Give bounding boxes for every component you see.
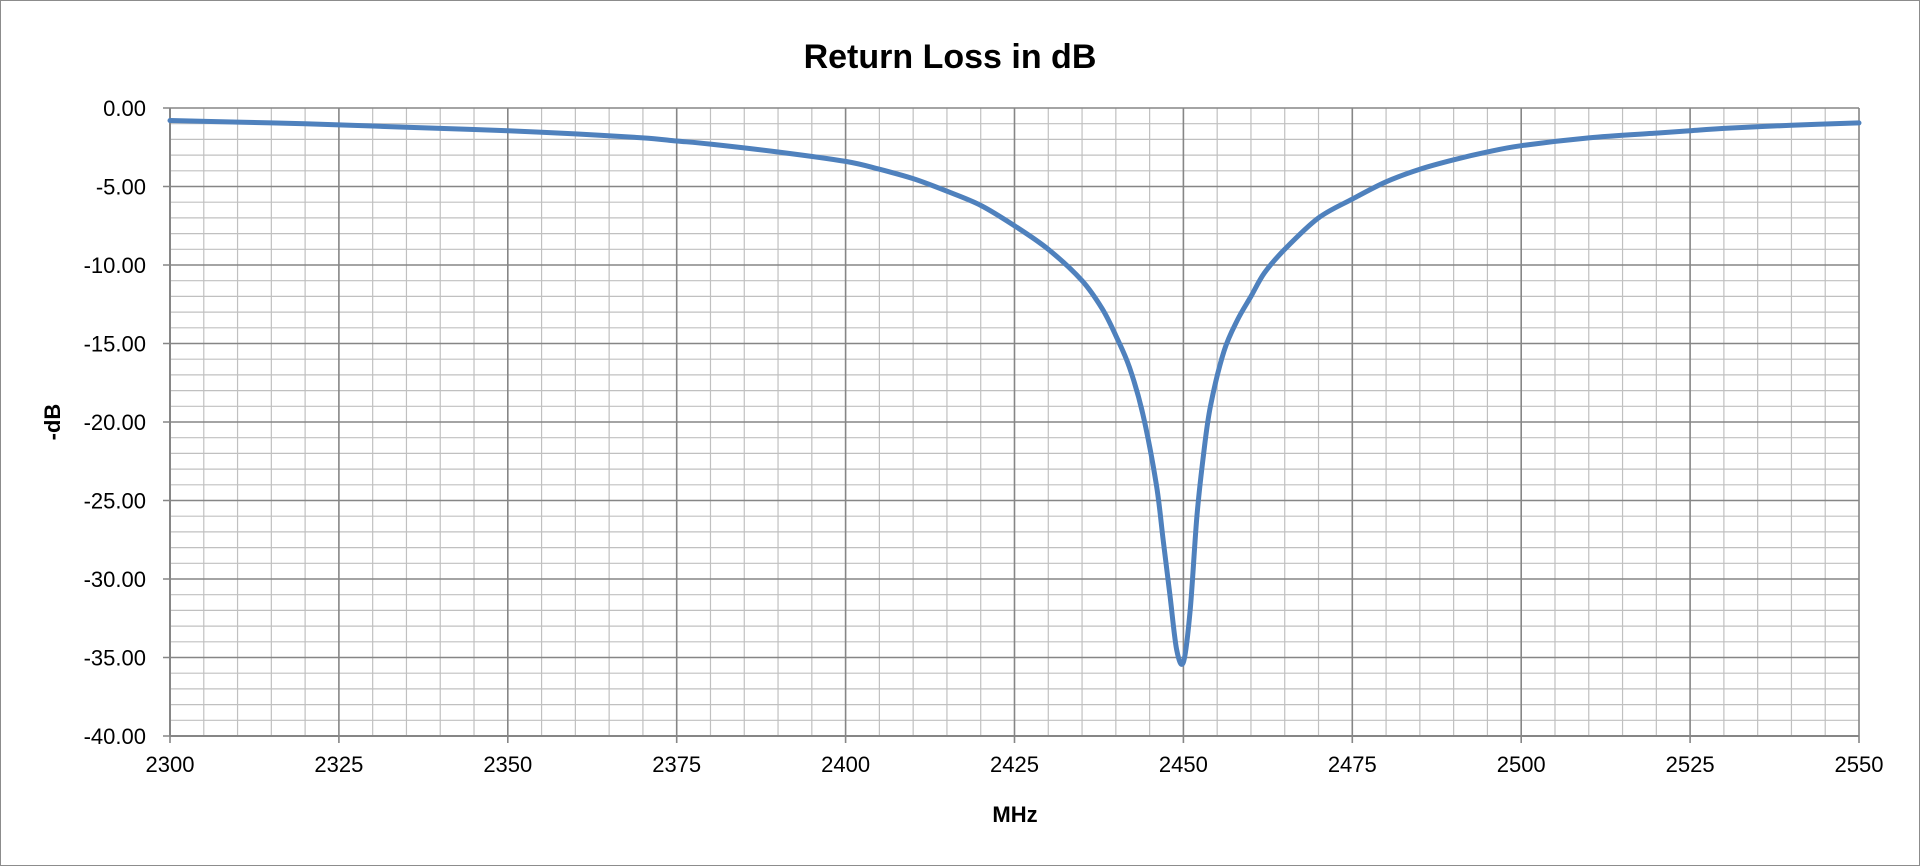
x-tick-label: 2325 xyxy=(314,752,363,777)
y-tick-label: 0.00 xyxy=(103,96,146,121)
axis-lines xyxy=(169,108,1859,737)
y-tick-label: -20.00 xyxy=(84,410,146,435)
x-tick-label: 2525 xyxy=(1666,752,1715,777)
x-tick-label: 2375 xyxy=(652,752,701,777)
x-tick-label: 2500 xyxy=(1497,752,1546,777)
y-tick-labels: 0.00 -5.00 -10.00 -15.00 -20.00 -25.00 -30.00 -… xyxy=(84,96,146,749)
series-line xyxy=(167,118,1862,667)
chart-title: Return Loss in dB xyxy=(804,38,1097,76)
y-axis-label: -dB xyxy=(40,404,65,441)
x-tick-labels: 2300 2325 2350 2375 2400 2425 2450 2475 2500 2525… xyxy=(146,752,1884,777)
x-tick-label: 2300 xyxy=(146,752,195,777)
x-tick-label: 2450 xyxy=(1159,752,1208,777)
major-grid xyxy=(163,107,1860,743)
x-tick-label: 2475 xyxy=(1328,752,1377,777)
y-tick-label: -25.00 xyxy=(84,489,146,514)
x-axis-label: MHz xyxy=(992,802,1037,827)
y-tick-label: -10.00 xyxy=(84,253,146,278)
y-tick-label: -30.00 xyxy=(84,567,146,592)
y-tick-label: -15.00 xyxy=(84,332,146,357)
y-tick-label: -40.00 xyxy=(84,724,146,749)
x-tick-label: 2400 xyxy=(821,752,870,777)
x-tick-label: 2350 xyxy=(483,752,532,777)
x-tick-label: 2425 xyxy=(990,752,1039,777)
y-tick-label: -5.00 xyxy=(96,175,146,200)
y-tick-label: -35.00 xyxy=(84,646,146,671)
x-tick-label: 2550 xyxy=(1835,752,1884,777)
series-layer xyxy=(167,118,1862,667)
